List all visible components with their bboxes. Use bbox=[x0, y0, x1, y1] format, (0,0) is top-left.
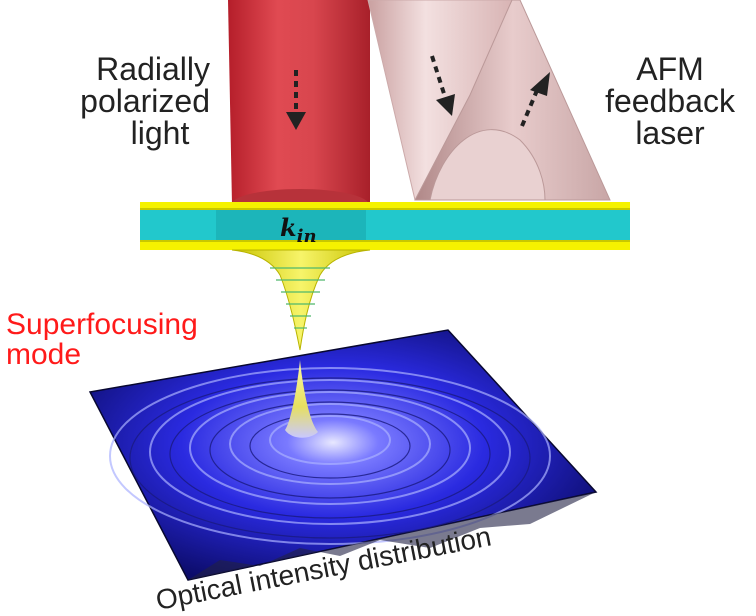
wavevector-subscript: in bbox=[297, 226, 317, 247]
right-beam-line-1: AFM bbox=[636, 51, 704, 87]
right-beam-line-3: laser bbox=[635, 115, 705, 151]
probe-tip bbox=[231, 249, 371, 351]
optical-intensity-surface bbox=[88, 329, 598, 581]
dashed-arrow-down-icon bbox=[286, 70, 306, 130]
mode-line-1: Superfocusing bbox=[6, 308, 198, 341]
mode-line-2: mode bbox=[6, 338, 81, 371]
waveguide-slab bbox=[140, 202, 630, 250]
afm-feedback-laser-beams bbox=[367, 0, 611, 201]
left-beam-line-1: Radially bbox=[96, 51, 210, 87]
label-wavevector: kin bbox=[280, 213, 317, 247]
label-superfocusing-mode: Superfocusing mode bbox=[6, 308, 198, 371]
dashed-arrow-down-icon bbox=[430, 55, 455, 116]
label-radially-polarized-light: Radially polarized light bbox=[80, 51, 210, 151]
svg-text:kin: kin bbox=[280, 213, 317, 247]
radially-polarized-beam bbox=[228, 0, 370, 221]
left-beam-line-2: polarized bbox=[80, 83, 210, 119]
label-afm-feedback-laser: AFM feedback laser bbox=[605, 51, 736, 151]
dashed-arrow-up-icon bbox=[520, 72, 550, 127]
left-beam-line-3: light bbox=[131, 115, 190, 151]
wavevector-base: k bbox=[280, 213, 297, 242]
right-beam-line-2: feedback bbox=[605, 83, 736, 119]
